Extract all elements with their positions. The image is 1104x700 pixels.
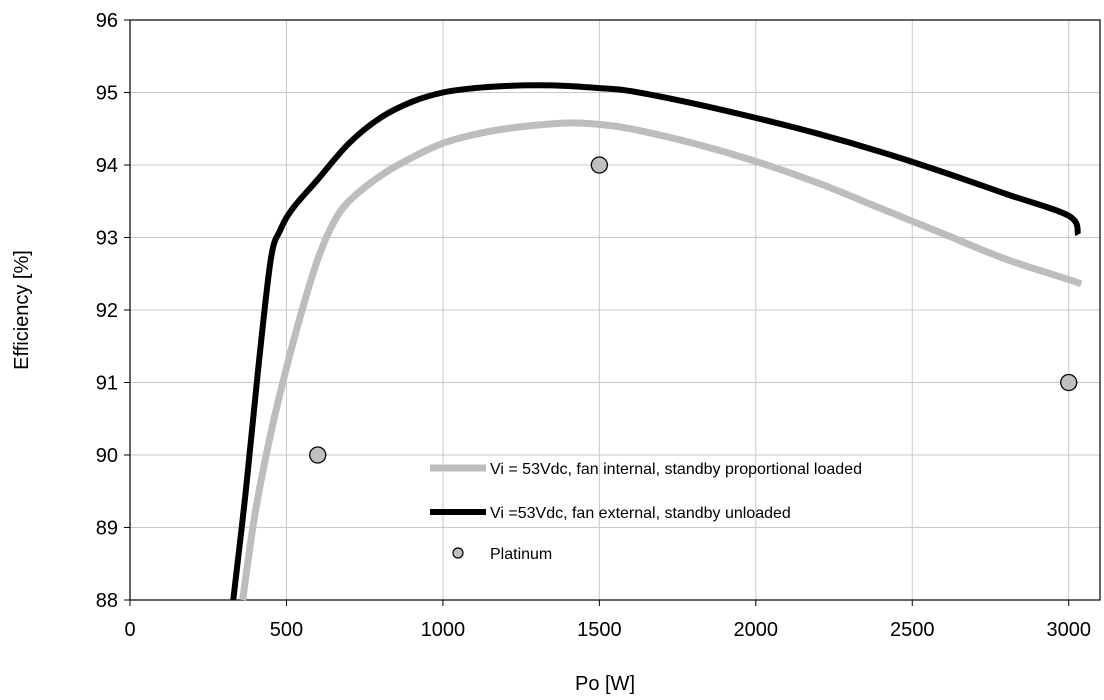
legend-label-2: Platinum xyxy=(490,546,552,563)
x-axis-ticks: 0 500 1000 1500 2000 2500 3000 xyxy=(124,600,1091,641)
x-tick-label: 3000 xyxy=(1046,619,1091,641)
y-tick-label: 90 xyxy=(96,445,118,467)
y-axis-title: Efficiency [%] xyxy=(11,250,33,370)
series-line-0 xyxy=(239,119,1083,601)
y-tick-label: 94 xyxy=(96,155,118,177)
y-tick-label: 91 xyxy=(96,373,118,395)
legend-label-0: Vi = 53Vdc, fan internal, standby propor… xyxy=(490,461,862,478)
x-tick-label: 0 xyxy=(124,619,135,641)
y-tick-label: 89 xyxy=(96,518,118,540)
y-tick-label: 92 xyxy=(96,300,118,322)
platinum-point xyxy=(590,156,609,174)
series-line-1 xyxy=(230,82,1082,601)
y-tick-label: 95 xyxy=(96,83,118,105)
x-tick-label: 500 xyxy=(270,619,303,641)
series-layer xyxy=(230,82,1083,601)
y-tick-label: 96 xyxy=(96,10,118,32)
y-axis-ticks: 88 89 90 91 92 93 94 95 96 xyxy=(96,10,130,612)
x-tick-label: 2000 xyxy=(734,619,779,641)
legend-swatch-2 xyxy=(452,547,464,559)
x-tick-label: 1000 xyxy=(421,619,466,641)
legend-label-1: Vi =53Vdc, fan external, standby unloade… xyxy=(490,505,791,522)
platinum-point xyxy=(1060,373,1078,392)
x-tick-label: 2500 xyxy=(890,619,935,641)
y-tick-label: 93 xyxy=(96,228,118,250)
grid xyxy=(130,20,1100,600)
platinum-point xyxy=(309,446,327,464)
y-tick-label: 88 xyxy=(96,590,118,612)
x-axis-title: Po [W] xyxy=(575,673,635,695)
x-tick-label: 1500 xyxy=(577,619,622,641)
legend: Vi = 53Vdc, fan internal, standby propor… xyxy=(430,461,862,563)
